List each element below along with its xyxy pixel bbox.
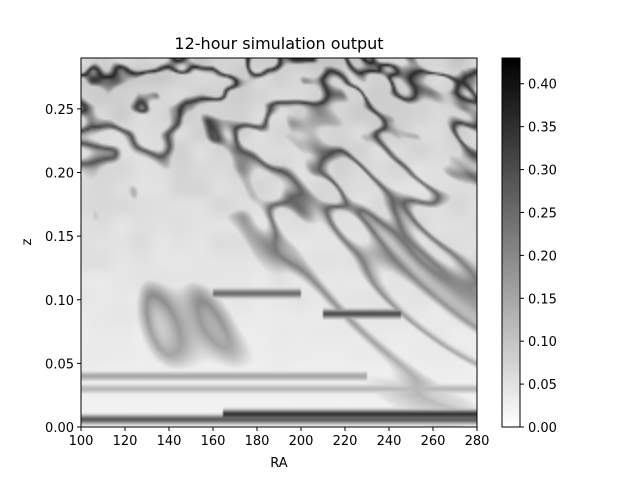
colorbar-tick-label: 0.35 [528, 121, 557, 136]
colorbar-tick-label: 0.30 [528, 164, 557, 179]
x-tick-label: 180 [245, 434, 270, 449]
x-tick-label: 140 [157, 434, 182, 449]
plot-area [80, 57, 478, 428]
y-tick-label: 0.25 [45, 103, 74, 118]
heatmap-field [81, 58, 477, 427]
x-axis: 100 120 140 160 180 200 220 240 260 280 [69, 427, 490, 449]
x-tick-label: 200 [289, 434, 314, 449]
colorbar-ticks: 0.00 0.05 0.10 0.15 0.20 0.25 0.30 0.35 0.40 [520, 78, 557, 436]
x-axis-label: RA [270, 456, 288, 471]
x-tick-label: 280 [465, 434, 490, 449]
x-tick-label: 260 [421, 434, 446, 449]
colorbar-tick-label: 0.00 [528, 421, 557, 436]
y-tick-label: 0.00 [45, 421, 74, 436]
x-tick-label: 120 [113, 434, 138, 449]
colorbar-tick-label: 0.10 [528, 335, 557, 350]
y-tick-label: 0.15 [45, 230, 74, 245]
y-tick-label: 0.05 [45, 357, 74, 372]
y-axis-label: z [20, 238, 35, 245]
colorbar-tick-label: 0.15 [528, 292, 557, 307]
colorbar-tick-label: 0.40 [528, 78, 557, 93]
y-axis: 0.00 0.05 0.10 0.15 0.20 0.25 [45, 103, 81, 436]
colorbar-tick-label: 0.05 [528, 378, 557, 393]
x-tick-label: 220 [333, 434, 358, 449]
plot-frame [80, 57, 478, 428]
colorbar-tick-label: 0.20 [528, 249, 557, 264]
x-tick-label: 100 [69, 434, 94, 449]
x-tick-label: 160 [201, 434, 226, 449]
y-tick-label: 0.20 [45, 167, 74, 182]
x-tick-label: 240 [377, 434, 402, 449]
colorbar-tick-label: 0.25 [528, 206, 557, 221]
chart-title: 12-hour simulation output [174, 34, 383, 53]
y-tick-label: 0.10 [45, 294, 74, 309]
colorbar: 0.00 0.05 0.10 0.15 0.20 0.25 0.30 0.35 0.40 [501, 57, 557, 436]
colorbar-gradient [501, 57, 521, 428]
